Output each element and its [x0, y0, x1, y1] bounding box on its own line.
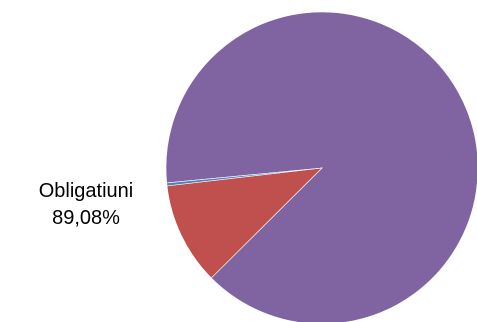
slice-label-obligatiuni: Obligatiuni 89,08% [0, 178, 172, 232]
pie-slice-obligatiuni [165, 11, 477, 322]
pie-slice-slice-3 [166, 167, 323, 187]
slice-label-name: Obligatiuni [38, 180, 134, 202]
slice-label-value: 89,08% [52, 207, 120, 229]
pie-slices [165, 11, 477, 322]
pie-slice-slice-2 [166, 167, 323, 279]
